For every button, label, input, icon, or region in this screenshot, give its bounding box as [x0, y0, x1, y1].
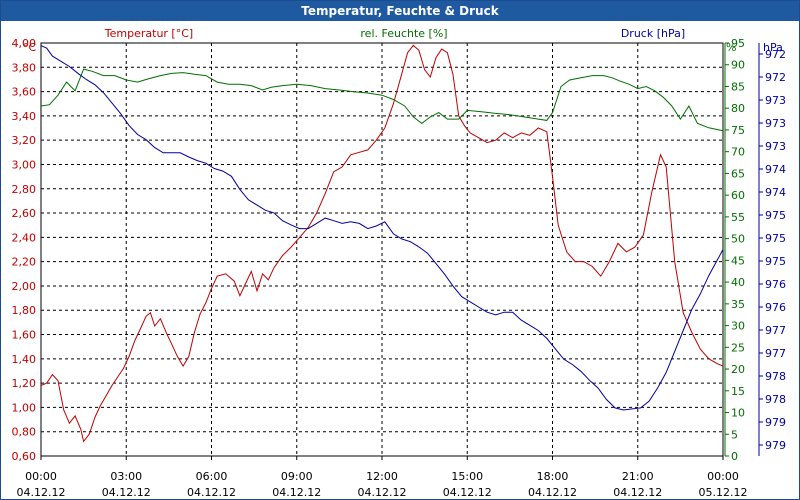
pressure-tick-label: 979	[765, 416, 786, 429]
pressure-tick-label: 979	[765, 439, 786, 452]
x-tick-time: 15:00	[451, 470, 483, 483]
temperature-series-line	[40, 44, 724, 443]
temperature-tick-label: 3,60	[12, 86, 37, 99]
humidity-tick-label: 45	[731, 254, 745, 267]
humidity-tick-label: 50	[731, 233, 745, 246]
pressure-tick-label: 977	[765, 324, 786, 337]
temperature-tick-label: 2,60	[12, 207, 37, 220]
x-tick-date: 05.12.12	[699, 486, 748, 499]
temperature-tick-label: 2,80	[12, 183, 37, 196]
legend-temperature: Temperatur [°C]	[104, 27, 193, 40]
humidity-tick-label: 60	[731, 189, 745, 202]
humidity-unit: %	[726, 41, 736, 54]
pressure-tick-label: 974	[765, 186, 786, 199]
temperature-tick-label: 1,00	[12, 401, 37, 414]
x-tick-time: 00:00	[25, 470, 57, 483]
humidity-tick-label: 80	[731, 102, 745, 115]
humidity-tick-label: 10	[731, 407, 745, 420]
series-layer	[40, 44, 724, 443]
pressure-tick-label: 973	[765, 140, 786, 153]
temperature-tick-label: 4,00	[12, 37, 37, 50]
humidity-tick-label: 20	[731, 363, 745, 376]
temperature-tick-label: 3,40	[12, 110, 37, 123]
x-tick-date: 04.12.12	[187, 486, 236, 499]
humidity-tick-label: 25	[731, 341, 745, 354]
humidity-series-line	[40, 68, 724, 132]
pressure-tick-label: 975	[765, 232, 786, 245]
humidity-tick-label: 40	[731, 276, 745, 289]
x-tick-date: 04.12.12	[613, 486, 662, 499]
grid	[40, 42, 724, 457]
x-tick-time: 06:00	[196, 470, 228, 483]
temperature-tick-label: 0,60	[12, 450, 37, 463]
temperature-tick-label: 2,40	[12, 231, 37, 244]
x-tick-time: 18:00	[537, 470, 569, 483]
humidity-tick-label: 75	[731, 124, 745, 137]
pressure-tick-label: 976	[765, 301, 786, 314]
humidity-tick-label: 90	[731, 59, 745, 72]
legend-humidity: rel. Feuchte [%]	[360, 27, 447, 40]
x-tick-date: 04.12.12	[528, 486, 577, 499]
pressure-tick-label: 973	[765, 117, 786, 130]
x-tick-date: 04.12.12	[272, 486, 321, 499]
temperature-unit: °C	[23, 41, 37, 54]
axes: 0,60 0,80 1,00 1,20 1,40 1,60 1,80 2,00 2,20 2,40…	[12, 27, 787, 499]
x-tick-time: 09:00	[281, 470, 313, 483]
temperature-tick-label: 3,20	[12, 134, 37, 147]
humidity-tick-label: 30	[731, 320, 745, 333]
humidity-tick-label: 5	[731, 428, 738, 441]
temperature-tick-label: 0,80	[12, 426, 37, 439]
pressure-tick-label: 974	[765, 163, 786, 176]
pressure-series-line	[40, 45, 724, 411]
temperature-tick-label: 2,20	[12, 256, 37, 269]
legend-pressure: Druck [hPa]	[621, 27, 685, 40]
pressure-tick-label: 972	[765, 48, 786, 61]
x-tick-date: 04.12.12	[102, 486, 151, 499]
temperature-tick-label: 1,60	[12, 329, 37, 342]
x-tick-date: 04.12.12	[443, 486, 492, 499]
temperature-tick-label: 3,80	[12, 61, 37, 74]
x-tick-time: 00:00	[707, 470, 739, 483]
x-tick-time: 03:00	[110, 470, 142, 483]
pressure-unit: hPa	[763, 41, 783, 54]
humidity-tick-label: 15	[731, 385, 745, 398]
temperature-tick-label: 1,40	[12, 353, 37, 366]
x-tick-time: 12:00	[366, 470, 398, 483]
humidity-tick-label: 85	[731, 80, 745, 93]
temperature-tick-label: 1,20	[12, 377, 37, 390]
temperature-tick-label: 2,00	[12, 280, 37, 293]
pressure-tick-label: 978	[765, 393, 786, 406]
humidity-tick-label: 0	[731, 450, 738, 463]
humidity-tick-label: 65	[731, 167, 745, 180]
pressure-tick-label: 975	[765, 209, 786, 222]
humidity-tick-label: 95	[731, 37, 745, 50]
temperature-tick-label: 3,00	[12, 158, 37, 171]
x-tick-date: 04.12.12	[17, 486, 66, 499]
pressure-tick-label: 978	[765, 370, 786, 383]
pressure-tick-label: 973	[765, 94, 786, 107]
pressure-tick-label: 972	[765, 71, 786, 84]
x-tick-time: 21:00	[622, 470, 654, 483]
pressure-tick-label: 977	[765, 347, 786, 360]
chart-title: Temperatur, Feuchte & Druck	[1, 1, 799, 21]
temperature-tick-label: 1,80	[12, 304, 37, 317]
humidity-tick-label: 35	[731, 298, 745, 311]
x-tick-date: 04.12.12	[358, 486, 407, 499]
pressure-tick-label: 976	[765, 278, 786, 291]
pressure-tick-label: 975	[765, 255, 786, 268]
humidity-tick-label: 70	[731, 146, 745, 159]
humidity-tick-label: 55	[731, 211, 745, 224]
